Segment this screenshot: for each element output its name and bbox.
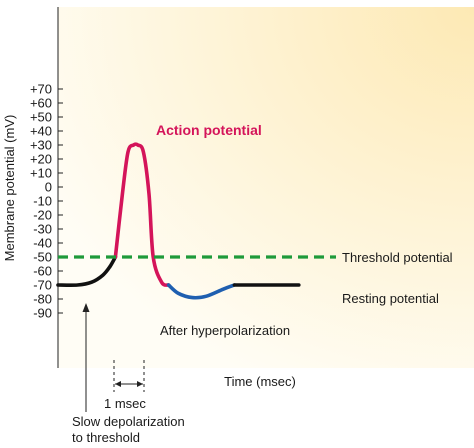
series-resting-and-slow-depolarization xyxy=(56,255,118,288)
slow-depolarization-label-line2: to threshold xyxy=(72,430,140,445)
interval-label: 1 msec xyxy=(104,396,146,411)
y-tick-label: -30 xyxy=(33,222,52,237)
y-tick-label: +60 xyxy=(30,96,52,111)
y-tick-label: +50 xyxy=(30,110,52,125)
y-axis-label: Membrane potential (mV) xyxy=(2,115,17,262)
y-tick-label: +40 xyxy=(30,124,52,139)
series-after-hyperpolarization xyxy=(166,283,237,300)
y-tick-label: +30 xyxy=(30,138,52,153)
action-potential-label: Action potential xyxy=(156,122,262,138)
y-tick-label: -70 xyxy=(33,278,52,293)
slow-depolarization-arrowhead xyxy=(82,303,90,312)
interval-arrow-left xyxy=(115,381,121,387)
y-tick-label: -50 xyxy=(33,250,52,265)
y-tick-label: 0 xyxy=(45,180,52,195)
y-tick-label: +70 xyxy=(30,82,52,97)
plot-background xyxy=(58,7,474,368)
y-tick-label: +10 xyxy=(30,166,52,181)
series-action-potential xyxy=(113,142,171,287)
y-tick-label: -80 xyxy=(33,292,52,307)
y-tick-label: -40 xyxy=(33,236,52,251)
annotations: Threshold potential Action potential Resti… xyxy=(58,122,453,445)
y-tick-label: -20 xyxy=(33,208,52,223)
resting-potential-label: Resting potential xyxy=(342,291,439,306)
threshold-label: Threshold potential xyxy=(342,250,453,265)
y-tick-label: -10 xyxy=(33,194,52,209)
y-tick-label: -60 xyxy=(33,264,52,279)
y-tick-label: +20 xyxy=(30,152,52,167)
interval-arrow-right xyxy=(137,381,143,387)
after-hyperpolarization-label: After hyperpolarization xyxy=(160,323,290,338)
axes: +70+60+50+40+30+20+100-10-20-30-40-50-60… xyxy=(2,7,296,389)
curve-group xyxy=(56,142,301,300)
x-axis-label: Time (msec) xyxy=(224,374,296,389)
y-tick-label: -90 xyxy=(33,306,52,321)
slow-depolarization-label: Slow depolarization xyxy=(72,414,185,429)
